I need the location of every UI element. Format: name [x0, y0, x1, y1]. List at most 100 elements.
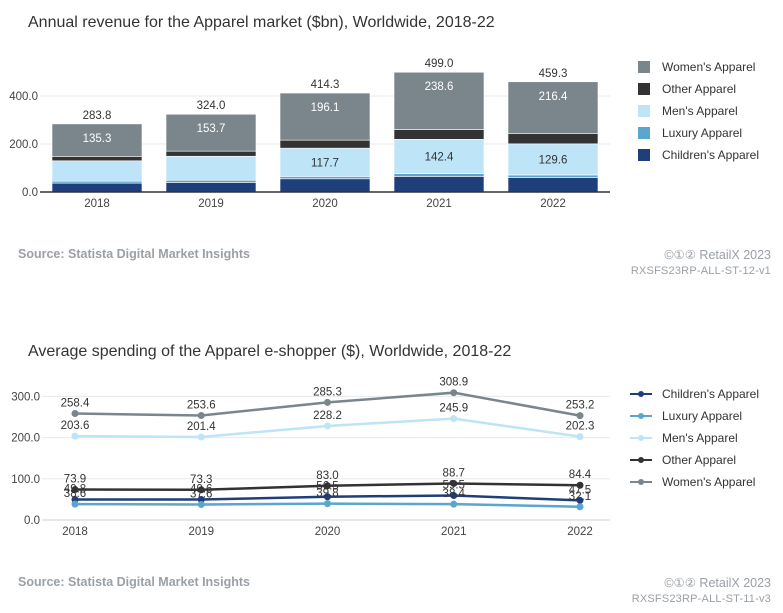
y-tick-label: 0.0	[24, 515, 40, 527]
chart1-credit: ©①② RetailX 2023	[664, 248, 771, 262]
bar-other-apparel-2018	[51, 156, 143, 162]
bar-children-s-apparel-2019	[165, 182, 257, 193]
legend-item-other-apparel: Other Apparel	[638, 78, 759, 100]
bar-other-apparel-2019	[165, 150, 257, 157]
bar-luxury-apparel-2021	[393, 173, 485, 177]
y-tick-label: 200.0	[9, 139, 38, 151]
data-label: 59.5	[443, 479, 465, 491]
bar-children-s-apparel-2022	[507, 177, 599, 193]
legend-swatch	[638, 127, 650, 139]
point-men-s-apparel-2020	[324, 422, 331, 430]
point-other-apparel-2021	[450, 479, 458, 487]
bar-men-s-apparel-2019	[165, 155, 257, 181]
x-tick-label: 2019	[188, 526, 214, 538]
x-tick-label: 2021	[426, 198, 452, 210]
chart1-source: Source: Statista Digital Market Insights	[18, 247, 250, 261]
bar-men-s-apparel-2018	[51, 160, 143, 182]
chart2-title: Average spending of the Apparel e-shoppe…	[28, 343, 512, 360]
legend-label: Luxury Apparel	[662, 126, 743, 140]
legend-item-children-s-apparel: Children's Apparel	[638, 144, 759, 166]
legend-item-children-s-apparel: Children's Apparel	[630, 383, 759, 405]
data-label: 285.3	[313, 386, 342, 398]
point-children-s-apparel-2020	[324, 493, 331, 501]
bar-other-apparel-2021	[393, 129, 485, 140]
data-label: 73.3	[190, 474, 212, 486]
data-label: 308.9	[439, 377, 468, 389]
legend-swatch	[638, 83, 650, 95]
segment-label: 142.4	[425, 151, 454, 163]
line-other-apparel	[74, 482, 581, 492]
data-label: 245.9	[439, 403, 468, 415]
data-label: 73.9	[64, 474, 86, 486]
point-other-apparel-2018	[71, 486, 79, 494]
total-label: 499.0	[425, 58, 454, 70]
point-children-s-apparel-2021	[450, 491, 458, 499]
point-men-s-apparel-2019	[197, 433, 205, 441]
legend-label: Men's Apparel	[662, 431, 738, 445]
data-label: 228.2	[313, 410, 342, 422]
chart2-source: Source: Statista Digital Market Insights	[18, 575, 250, 589]
point-children-s-apparel-2022	[576, 496, 584, 504]
data-label: 202.3	[566, 421, 595, 433]
bar-women-s-apparel-2019	[165, 113, 257, 152]
legend-label: Other Apparel	[662, 453, 737, 467]
legend-label: Other Apparel	[662, 82, 737, 96]
legend-label: Men's Apparel	[662, 104, 738, 118]
legend-swatch	[630, 454, 652, 466]
bar-children-s-apparel-2020	[279, 178, 371, 193]
legend-label: Women's Apparel	[662, 475, 756, 489]
data-label: 49.6	[190, 484, 212, 496]
y-tick-label: 0.0	[22, 187, 38, 199]
chart1-legend: Women's Apparel Other Apparel Men's Appare…	[638, 56, 759, 166]
chart1-code: RXSFS23RP-ALL-ST-12-v1	[630, 265, 771, 277]
point-women-s-apparel-2021	[450, 389, 458, 397]
legend-swatch	[630, 476, 652, 488]
point-other-apparel-2020	[324, 482, 331, 490]
data-label: 258.4	[61, 398, 90, 410]
chart1-title: Annual revenue for the Apparel market ($…	[28, 14, 495, 31]
x-tick-label: 2019	[198, 198, 224, 210]
x-tick-label: 2020	[312, 198, 338, 210]
legend-item-other-apparel: Other Apparel	[630, 449, 759, 471]
point-other-apparel-2022	[576, 481, 584, 489]
point-men-s-apparel-2018	[71, 432, 79, 440]
data-label: 38.6	[64, 488, 86, 500]
point-women-s-apparel-2020	[324, 398, 331, 406]
legend-item-men-s-apparel: Men's Apparel	[630, 427, 759, 449]
bar-luxury-apparel-2020	[279, 176, 371, 180]
bar-women-s-apparel-2022	[507, 81, 599, 135]
revenue-stacked-bar-chart: 0.0 200.0 400.0 135.3 283.8 2018 153.7 324.0 201…	[9, 58, 610, 210]
point-men-s-apparel-2022	[576, 433, 584, 441]
bar-women-s-apparel-2020	[279, 92, 371, 141]
data-label: 47.5	[569, 484, 591, 496]
legend-swatch	[630, 410, 652, 422]
legend-swatch	[638, 105, 650, 117]
point-women-s-apparel-2022	[576, 412, 584, 420]
point-men-s-apparel-2021	[450, 415, 458, 423]
total-label: 283.8	[83, 110, 112, 122]
data-label: 37.6	[190, 489, 212, 501]
y-tick-label: 300.0	[11, 391, 40, 403]
y-tick-label: 200.0	[11, 433, 40, 445]
bar-other-apparel-2022	[507, 133, 599, 145]
legend-item-women-s-apparel: Women's Apparel	[638, 56, 759, 78]
data-label: 38.4	[443, 488, 466, 500]
chart2-legend: Children's Apparel Luxury Apparel Men's Ap…	[630, 383, 759, 493]
y-tick-label: 400.0	[9, 91, 38, 103]
line-luxury-apparel	[74, 502, 581, 509]
total-label: 324.0	[197, 100, 226, 112]
point-luxury-apparel-2018	[71, 500, 79, 508]
bar-other-apparel-2020	[279, 139, 371, 149]
total-label: 459.3	[539, 68, 568, 80]
bar-men-s-apparel-2022	[507, 143, 599, 176]
legend-label: Children's Apparel	[662, 387, 760, 401]
point-children-s-apparel-2019	[197, 496, 205, 504]
x-tick-label: 2018	[62, 526, 88, 538]
data-label: 56.5	[316, 481, 338, 493]
data-label: 203.6	[61, 420, 90, 432]
point-other-apparel-2019	[197, 486, 205, 494]
x-tick-label: 2020	[315, 526, 341, 538]
chart2-code: RXSFS23RP-ALL-ST-11-v3	[631, 593, 771, 605]
line-men-s-apparel	[74, 417, 581, 439]
point-luxury-apparel-2019	[197, 501, 205, 509]
